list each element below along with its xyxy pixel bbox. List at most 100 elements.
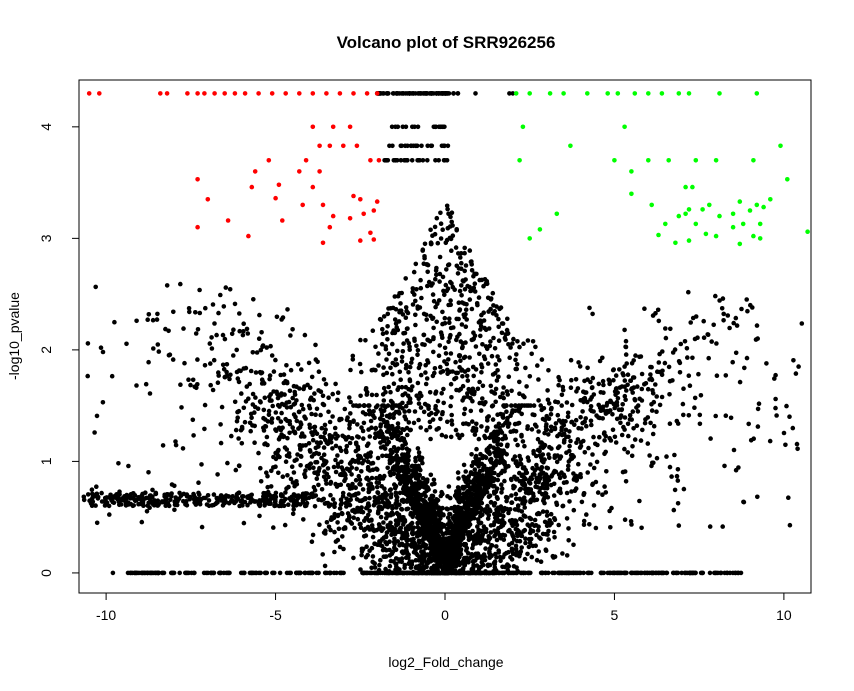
point-not-significant bbox=[454, 495, 460, 500]
point-not-significant bbox=[581, 491, 587, 496]
point-not-significant bbox=[290, 511, 296, 517]
point-not-significant bbox=[131, 503, 136, 508]
point-not-significant bbox=[617, 367, 622, 372]
point-not-significant bbox=[418, 372, 424, 378]
point-not-significant bbox=[504, 418, 510, 423]
point-not-significant bbox=[471, 553, 476, 558]
point-not-significant bbox=[517, 344, 522, 350]
point-not-significant bbox=[323, 528, 328, 533]
point-not-significant bbox=[358, 567, 363, 572]
point-not-significant bbox=[218, 440, 224, 446]
point-not-significant bbox=[292, 429, 298, 435]
point-not-significant bbox=[221, 366, 227, 372]
point-not-significant bbox=[473, 455, 478, 461]
point-not-significant bbox=[444, 361, 450, 367]
point-not-significant bbox=[342, 406, 348, 412]
point-not-significant bbox=[450, 233, 456, 238]
point-not-significant bbox=[314, 459, 320, 465]
point-not-significant bbox=[498, 558, 503, 564]
point-not-significant bbox=[281, 503, 287, 509]
point-not-significant bbox=[406, 408, 412, 414]
point-not-significant bbox=[508, 476, 514, 482]
point-not-significant bbox=[388, 528, 393, 533]
point-not-significant bbox=[602, 438, 607, 443]
point-not-significant bbox=[472, 510, 478, 515]
point-not-significant bbox=[388, 306, 393, 311]
point-not-significant bbox=[478, 323, 484, 329]
point-not-significant bbox=[286, 451, 292, 456]
point-not-significant bbox=[276, 503, 282, 509]
point-not-significant bbox=[478, 318, 483, 324]
point-not-significant bbox=[495, 477, 501, 483]
point-not-significant bbox=[556, 418, 562, 423]
point-not-significant bbox=[273, 503, 278, 508]
point-not-significant bbox=[144, 509, 150, 514]
point-not-significant bbox=[667, 421, 673, 427]
point-not-significant bbox=[288, 367, 294, 373]
point-not-significant bbox=[709, 339, 714, 344]
point-not-significant bbox=[566, 463, 571, 469]
point-not-significant bbox=[502, 335, 508, 341]
point-not-significant bbox=[484, 428, 489, 433]
point-not-significant bbox=[479, 555, 484, 561]
point-not-significant bbox=[515, 533, 520, 539]
point-not-significant bbox=[390, 371, 395, 377]
point-not-significant bbox=[150, 487, 155, 493]
point-not-significant bbox=[463, 492, 468, 498]
point-not-significant bbox=[711, 322, 716, 328]
point-not-significant bbox=[352, 459, 358, 464]
point-not-significant bbox=[364, 392, 370, 397]
point-not-significant bbox=[603, 433, 608, 439]
point-not-significant bbox=[338, 482, 344, 488]
point-not-significant bbox=[598, 408, 604, 414]
point-not-significant bbox=[241, 405, 247, 411]
point-not-significant bbox=[287, 430, 292, 436]
point-not-significant bbox=[471, 425, 476, 431]
point-not-significant bbox=[324, 481, 329, 486]
point-not-significant bbox=[358, 482, 363, 487]
point-not-significant bbox=[542, 519, 548, 525]
point-not-significant bbox=[319, 487, 325, 492]
point-not-significant bbox=[608, 525, 613, 530]
point-not-significant bbox=[85, 373, 90, 379]
point-not-significant bbox=[447, 316, 452, 322]
point-not-significant bbox=[168, 497, 173, 503]
point-not-significant bbox=[340, 511, 345, 517]
point-not-significant bbox=[590, 452, 595, 457]
point-not-significant bbox=[178, 382, 183, 388]
point-not-significant bbox=[441, 536, 446, 541]
point-not-significant bbox=[533, 484, 538, 490]
point-not-significant bbox=[468, 492, 473, 497]
point-not-significant bbox=[199, 462, 204, 467]
point-not-significant bbox=[395, 539, 401, 544]
point-not-significant bbox=[465, 500, 470, 506]
point-not-significant bbox=[786, 495, 791, 501]
point-not-significant bbox=[302, 332, 308, 338]
point-not-significant bbox=[522, 482, 528, 488]
point-not-significant bbox=[170, 357, 176, 362]
point-not-significant bbox=[312, 429, 318, 434]
point-not-significant bbox=[666, 364, 672, 370]
point-not-significant bbox=[433, 304, 438, 310]
point-not-significant bbox=[591, 434, 596, 440]
point-not-significant bbox=[472, 333, 478, 339]
point-not-significant bbox=[494, 537, 500, 543]
point-not-significant bbox=[510, 551, 516, 557]
point-not-significant bbox=[698, 393, 704, 398]
point-not-significant bbox=[560, 551, 565, 556]
point-not-significant bbox=[349, 436, 355, 441]
point-not-significant bbox=[210, 387, 216, 393]
point-not-significant bbox=[302, 414, 307, 420]
point-not-significant bbox=[298, 422, 304, 427]
point-not-significant bbox=[369, 475, 375, 481]
point-not-significant bbox=[523, 490, 529, 495]
point-not-significant bbox=[590, 385, 595, 390]
point-not-significant bbox=[281, 434, 286, 440]
point-not-significant bbox=[233, 467, 239, 473]
point-not-significant bbox=[273, 410, 279, 415]
point-not-significant bbox=[496, 374, 501, 380]
point-not-significant bbox=[563, 427, 569, 433]
point-not-significant bbox=[432, 489, 438, 494]
point-not-significant bbox=[561, 480, 567, 486]
point-not-significant bbox=[479, 534, 485, 540]
